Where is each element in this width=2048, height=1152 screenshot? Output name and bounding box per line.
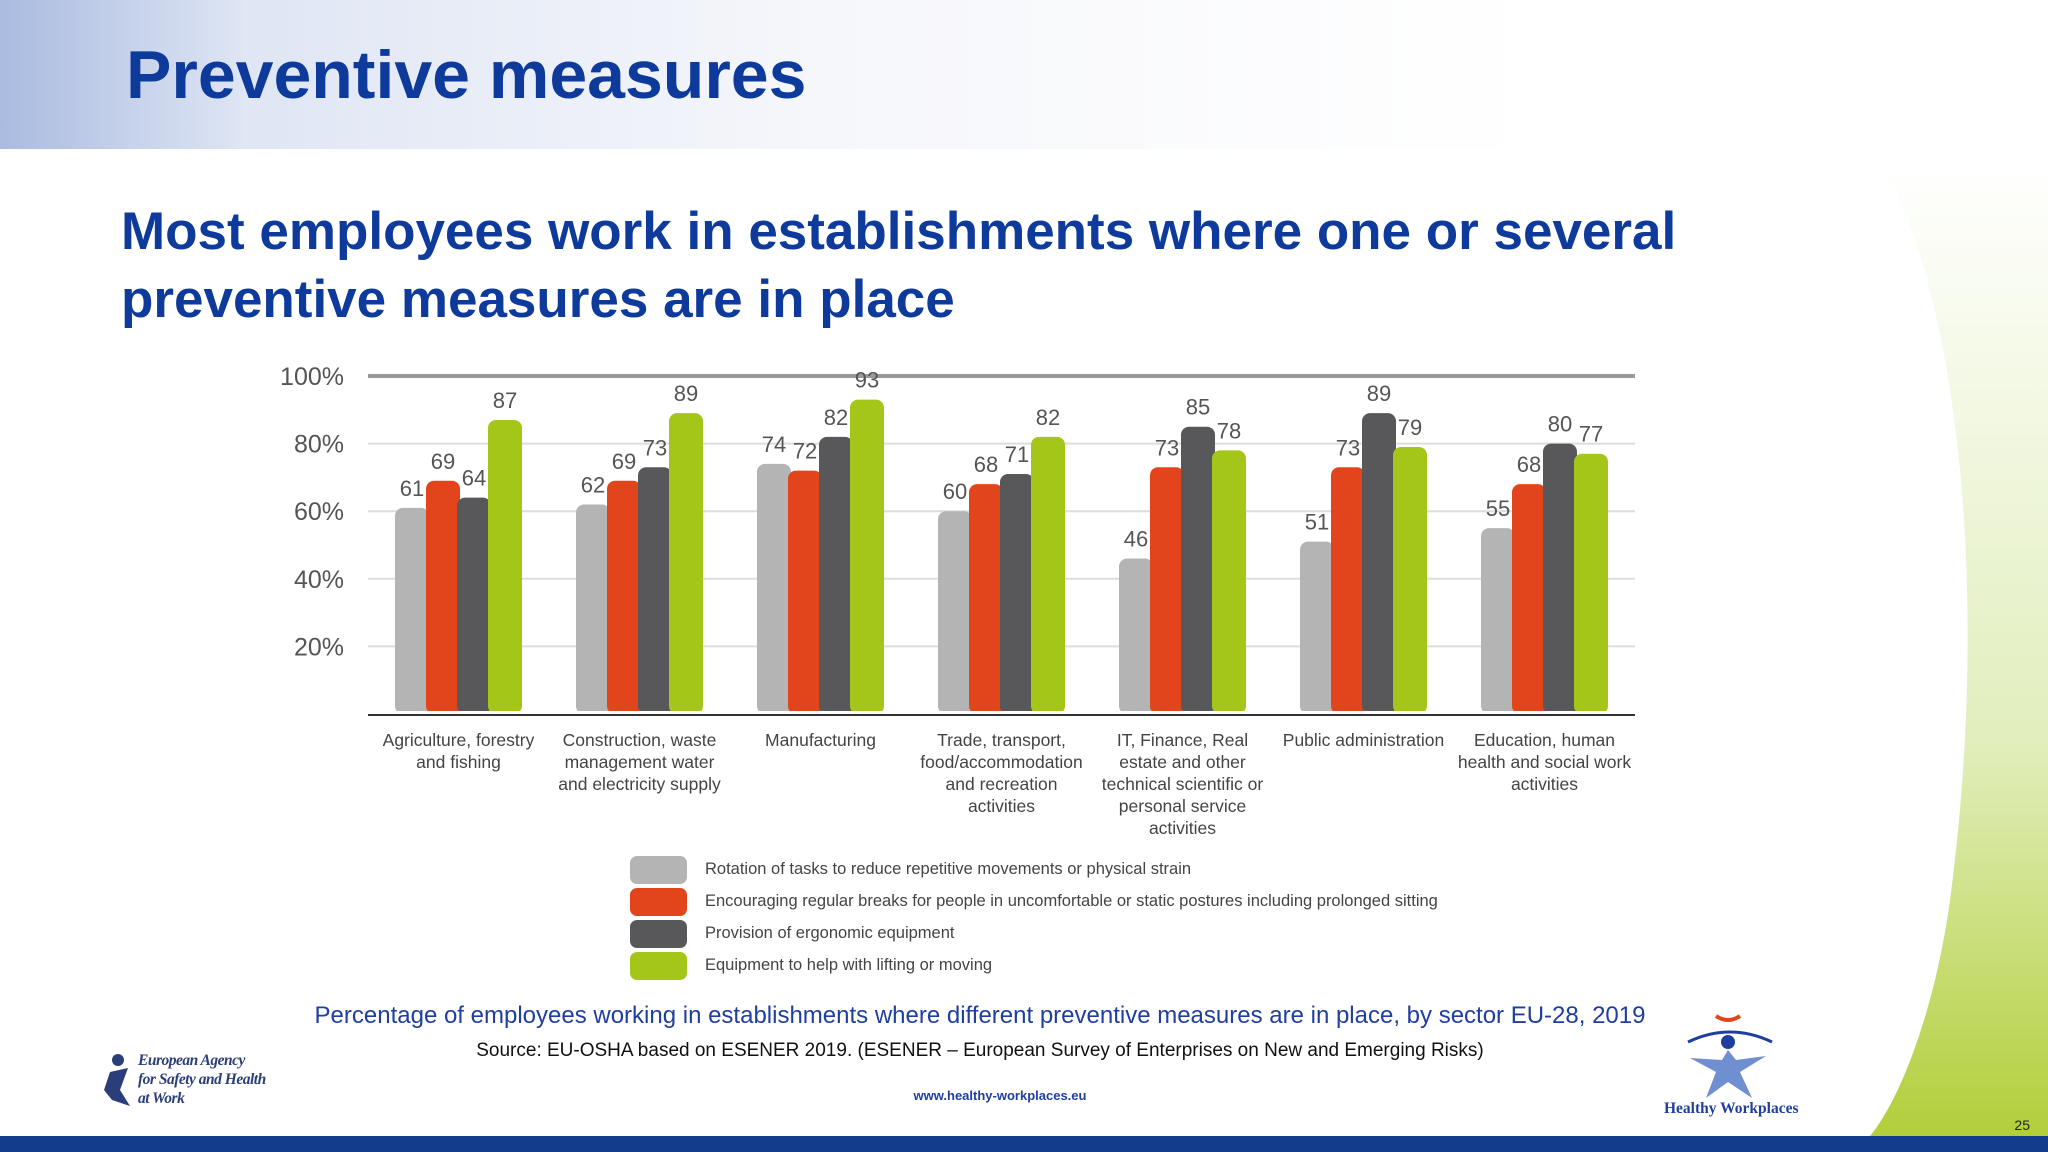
legend-swatch — [630, 888, 687, 916]
bar — [819, 436, 853, 714]
legend-label: Rotation of tasks to reduce repetitive m… — [705, 860, 1192, 878]
data-label: 79 — [1398, 415, 1422, 440]
x-tick-label: Agriculture, forestry and fishing — [382, 730, 535, 772]
chart-caption: Percentage of employees working in estab… — [314, 1002, 1646, 1029]
bar — [1031, 436, 1065, 714]
data-label: 73 — [1155, 435, 1179, 460]
data-label: 62 — [581, 472, 605, 497]
data-label: 80 — [1548, 412, 1572, 437]
data-label: 85 — [1186, 395, 1210, 420]
data-label: 68 — [1517, 452, 1541, 477]
x-tick-label: IT, Finance, Real estate and other techn… — [1101, 730, 1264, 838]
bottom-bar — [0, 1136, 2048, 1152]
slide-title: Preventive measures — [126, 37, 807, 113]
x-tick-label: Manufacturing — [765, 730, 876, 750]
y-tick-label: 40% — [294, 566, 344, 594]
x-tick-label: Education, human health and social work … — [1457, 730, 1632, 794]
agency-logo — [104, 1054, 130, 1106]
data-label: 73 — [643, 435, 667, 460]
page-number: 25 — [2014, 1117, 2030, 1133]
data-label: 72 — [793, 439, 817, 464]
bar — [1119, 558, 1153, 714]
campaign-logo — [1687, 1014, 1773, 1098]
swoosh — [1870, 160, 2048, 1136]
data-label: 51 — [1305, 510, 1329, 535]
data-label: 89 — [1367, 381, 1391, 406]
bar — [1300, 541, 1334, 714]
x-tick-label: Trade, transport, food/accommodation and… — [920, 730, 1083, 816]
footer-url: www.healthy-workplaces.eu — [913, 1088, 1087, 1103]
bar — [850, 399, 884, 714]
legend-swatch — [630, 920, 687, 948]
legend-label: Provision of ergonomic equipment — [705, 924, 955, 942]
x-tick-label: Public administration — [1282, 730, 1445, 750]
y-tick-label: 100% — [280, 363, 344, 391]
bar — [1543, 443, 1577, 714]
data-label: 69 — [431, 449, 455, 474]
data-label: 61 — [400, 476, 424, 501]
data-label: 82 — [1036, 405, 1060, 430]
data-label: 60 — [943, 479, 967, 504]
slide-heading: Most employees work in establishments wh… — [121, 202, 1677, 329]
y-tick-label: 80% — [294, 431, 344, 459]
bar — [969, 484, 1003, 714]
campaign-name: Healthy Workplaces — [1664, 1100, 1799, 1117]
legend-swatch — [630, 856, 687, 884]
bar — [938, 511, 972, 714]
data-label: 55 — [1486, 496, 1510, 521]
bar — [1000, 474, 1034, 714]
bar — [1512, 484, 1546, 714]
legend-label: Encouraging regular breaks for people in… — [705, 892, 1438, 910]
data-label: 71 — [1005, 442, 1029, 467]
data-label: 68 — [974, 452, 998, 477]
data-label: 69 — [612, 449, 636, 474]
y-tick-label: 20% — [294, 633, 344, 661]
data-label: 73 — [1336, 435, 1360, 460]
data-label: 46 — [1124, 527, 1148, 552]
agency-name: for Safety and Health — [138, 1071, 266, 1088]
bar — [757, 463, 791, 714]
bar — [669, 413, 703, 714]
data-label: 77 — [1579, 422, 1603, 447]
bar — [576, 504, 610, 714]
bar — [457, 497, 491, 714]
data-label: 64 — [462, 466, 486, 491]
x-tick-label: Construction, waste management water and… — [558, 730, 721, 794]
data-label: 78 — [1217, 418, 1241, 443]
bar — [638, 467, 672, 714]
bar — [1393, 446, 1427, 714]
bar — [1150, 467, 1184, 714]
data-label: 89 — [674, 381, 698, 406]
agency-name: European Agency — [138, 1052, 245, 1069]
bar — [488, 419, 522, 714]
legend-swatch — [630, 952, 687, 980]
agency-name: at Work — [138, 1090, 185, 1107]
data-label: 93 — [855, 368, 879, 393]
data-label: 87 — [493, 388, 517, 413]
y-tick-label: 60% — [294, 498, 344, 526]
bar — [426, 480, 460, 714]
data-label: 74 — [762, 432, 786, 457]
bar — [788, 470, 822, 714]
bar — [1574, 453, 1608, 714]
bar — [1362, 413, 1396, 714]
bar — [607, 480, 641, 714]
header-band — [0, 0, 2048, 149]
legend-label: Equipment to help with lifting or moving — [705, 956, 993, 974]
bar — [1481, 528, 1515, 714]
bar — [1181, 426, 1215, 714]
bar — [1212, 450, 1246, 714]
data-label: 82 — [824, 405, 848, 430]
chart-source: Source: EU-OSHA based on ESENER 2019. (E… — [476, 1040, 1484, 1061]
bar — [1331, 467, 1365, 714]
bar — [395, 507, 429, 714]
